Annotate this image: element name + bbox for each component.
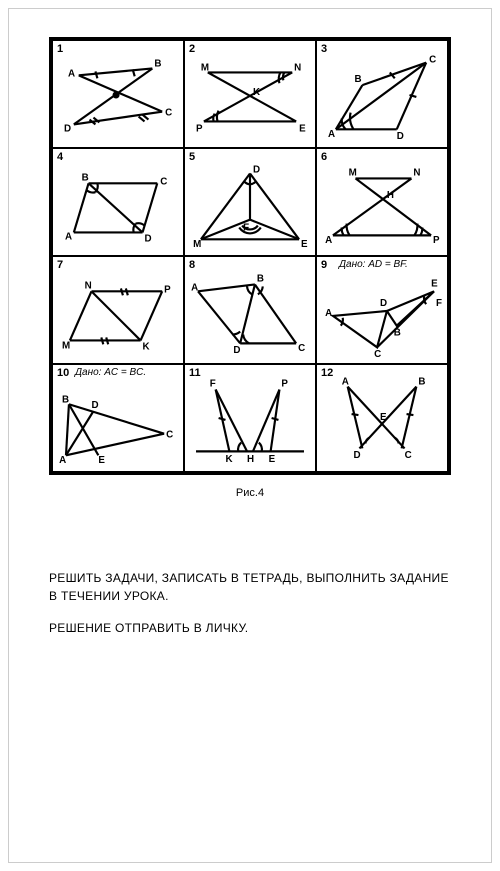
svg-text:K: K [225,454,232,465]
problem-grid-frame: 1 [49,37,451,475]
svg-text:B: B [82,172,89,183]
svg-text:F: F [243,222,249,233]
diagram-7: N P M K [53,257,183,363]
cell-5: 5 [184,148,316,256]
svg-text:C: C [160,176,167,187]
svg-text:A: A [342,377,349,388]
cell-2: 2 [184,40,316,148]
svg-text:A: A [59,455,66,466]
svg-text:K: K [143,341,150,352]
svg-text:D: D [397,131,404,142]
svg-text:P: P [433,235,440,246]
svg-text:C: C [429,55,436,66]
svg-text:E: E [299,123,306,134]
svg-text:N: N [85,280,92,291]
diagram-4: B C A D [53,149,183,255]
svg-text:A: A [191,282,198,293]
cell-10: 10 Дано: AC = BC. B D [52,364,184,472]
diagram-8: A B C D [185,257,315,363]
svg-text:H: H [387,190,394,201]
svg-text:D: D [380,298,387,309]
svg-text:A: A [328,129,335,140]
cell-12: 12 [316,364,448,472]
diagram-3: A B C D [317,41,447,147]
svg-text:N: N [413,168,420,179]
figure-caption: Рис.4 [49,487,451,499]
diagram-10: B D C A E [53,365,183,471]
cell-8: 8 [184,256,316,364]
instruction-line-2: РЕШЕНИЕ ОТПРАВИТЬ В ЛИЧКУ. [49,619,451,637]
cell-1: 1 [52,40,184,148]
diagram-12: A B E D C [317,365,447,471]
svg-text:C: C [165,108,172,119]
svg-text:C: C [298,343,305,354]
diagram-5: M D E F [185,149,315,255]
svg-text:M: M [201,62,209,73]
cell-7: 7 [52,256,184,364]
cell-9: 9 Дано: AD = BF. A [316,256,448,364]
diagram-2: M N K P E [185,41,315,147]
diagram-9: A C D B E F [317,257,447,363]
svg-text:E: E [301,239,308,250]
cell-6: 6 [316,148,448,256]
svg-text:A: A [68,68,75,79]
worksheet-page: 1 [8,8,492,863]
svg-text:A: A [65,231,72,242]
cell-3: 3 [316,40,448,148]
svg-text:E: E [380,412,387,423]
svg-text:B: B [394,328,401,339]
svg-text:F: F [436,298,442,309]
svg-text:A: A [325,235,332,246]
instructions-block: РЕШИТЬ ЗАДАЧИ, ЗАПИСАТЬ В ТЕТРАДЬ, ВЫПОЛ… [49,569,451,637]
svg-text:B: B [62,394,69,405]
svg-text:H: H [247,454,254,465]
svg-text:E: E [98,455,105,466]
svg-text:D: D [233,345,240,356]
svg-text:M: M [62,340,70,351]
svg-text:D: D [253,165,260,176]
diagram-11: F P K H E [185,365,315,471]
svg-text:M: M [193,239,201,250]
svg-text:P: P [196,123,203,134]
svg-text:M: M [349,168,357,179]
svg-text:B: B [418,377,425,388]
svg-text:F: F [210,379,216,390]
diagram-1: A B C D [53,41,183,147]
svg-text:B: B [154,59,161,70]
diagram-6: M N H A P [317,149,447,255]
cell-4: 4 [52,148,184,256]
svg-text:C: C [374,349,381,360]
svg-text:B: B [257,274,264,285]
problem-grid: 1 [51,39,449,473]
svg-text:E: E [431,278,438,289]
svg-text:E: E [269,454,276,465]
svg-text:A: A [325,308,332,319]
cell-11: 11 [184,364,316,472]
svg-text:D: D [145,233,152,244]
svg-text:N: N [294,62,301,73]
svg-text:P: P [281,379,288,390]
svg-text:B: B [355,74,362,85]
svg-text:C: C [166,430,173,441]
svg-text:D: D [64,123,71,134]
svg-text:C: C [405,450,412,461]
svg-text:K: K [253,87,260,98]
svg-text:D: D [354,450,361,461]
instruction-line-1: РЕШИТЬ ЗАДАЧИ, ЗАПИСАТЬ В ТЕТРАДЬ, ВЫПОЛ… [49,569,451,605]
svg-text:D: D [92,400,99,411]
svg-text:P: P [164,284,171,295]
